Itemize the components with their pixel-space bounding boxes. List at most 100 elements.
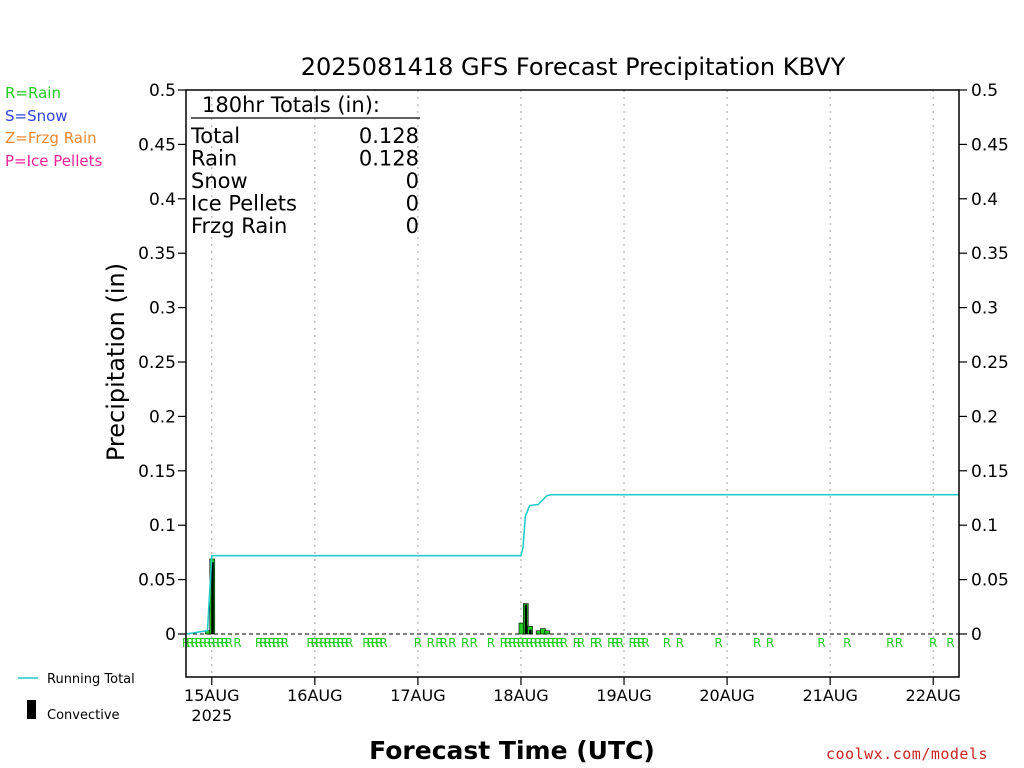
y-tick-label-left: 0.15: [138, 462, 176, 482]
x-tick-label: 20AUG: [699, 686, 754, 705]
ptype-marker: R: [676, 636, 684, 650]
ptype-marker: R: [616, 636, 624, 650]
y-tick-label-left: 0.5: [149, 81, 176, 101]
ptype-marker: R: [555, 636, 563, 650]
ptype-marker: R: [319, 636, 327, 650]
ptype-marker: R: [534, 636, 542, 650]
totals-row-label: Ice Pellets: [191, 192, 297, 216]
ptype-marker: R: [379, 636, 387, 650]
ptype-marker: R: [470, 636, 478, 650]
ptype-marker: R: [216, 636, 224, 650]
y-tick-label-left: 0.35: [138, 244, 176, 264]
totals-row-label: Total: [190, 124, 240, 148]
totals-row-value: 0.128: [359, 147, 419, 171]
ptype-marker: R: [220, 636, 228, 650]
ptype-marker: R: [208, 636, 216, 650]
ptype-marker: R: [259, 636, 267, 650]
ptype-marker: R: [375, 636, 383, 650]
ptype-marker: R: [513, 636, 521, 650]
y-tick-label-left: 0.2: [149, 407, 176, 427]
ptype-marker: R: [628, 636, 636, 650]
ptype-marker: R: [336, 636, 344, 650]
y-tick-label-right: 0.15: [971, 462, 1009, 482]
ptype-marker: R: [276, 636, 284, 650]
y-tick-label-right: 0.4: [971, 190, 998, 210]
ptype-marker: R: [203, 636, 211, 650]
ptype-marker: R: [263, 636, 271, 650]
ptype-marker: R: [186, 636, 194, 650]
x-tick-label: 16AUG: [287, 686, 342, 705]
ptype-marker: R: [817, 636, 825, 650]
ptype-marker: R: [439, 636, 447, 650]
y-tick-label-left: 0.3: [149, 299, 176, 319]
ptype-marker: R: [611, 636, 619, 650]
ptype-marker: R: [281, 636, 289, 650]
y-tick-label-left: 0.4: [149, 190, 176, 210]
convective-bar: [529, 629, 532, 634]
ptype-marker: R: [560, 636, 568, 650]
ptype-marker: R: [573, 636, 581, 650]
ptype-marker: R: [637, 636, 645, 650]
ptype-marker: R: [324, 636, 332, 650]
ptype-marker: R: [500, 636, 508, 650]
ptype-marker: R: [504, 636, 512, 650]
x-tick-label: 15AUG: [184, 686, 239, 705]
x-axis-label: Forecast Time (UTC): [369, 736, 655, 765]
ptype-marker: R: [633, 636, 641, 650]
ptype-marker: R: [341, 636, 349, 650]
ptype-marker: R: [530, 636, 538, 650]
x-tick-label: 22AUG: [906, 686, 961, 705]
totals-heading: 180hr Totals (in):: [202, 93, 380, 117]
y-axis-label: Precipitation (in): [102, 263, 130, 461]
ptype-marker: R: [895, 636, 903, 650]
y-tick-label-right: 0.35: [971, 244, 1009, 264]
ptype-marker: R: [487, 636, 495, 650]
ptype-marker: R: [663, 636, 671, 650]
legend-label: Convective: [47, 708, 120, 723]
ptype-marker: R: [517, 636, 525, 650]
convective-bar: [211, 562, 214, 634]
ptype-marker: R: [272, 636, 280, 650]
ptype-marker: R: [255, 636, 263, 650]
totals-row-value: 0: [406, 169, 419, 193]
chart-title: 2025081418 GFS Forecast Precipitation KB…: [301, 53, 846, 81]
ptype-marker: R: [590, 636, 598, 650]
totals-row-label: Snow: [191, 169, 248, 193]
ptype-marker: R: [371, 636, 379, 650]
ptype-marker: R: [641, 636, 649, 650]
ptype-marker: R: [199, 636, 207, 650]
y-tick-label-left: 0: [165, 625, 176, 645]
x-tick-label: 17AUG: [390, 686, 445, 705]
x-tick-sublabel: 2025: [191, 706, 232, 725]
ptype-marker: R: [525, 636, 533, 650]
plot-frame: [185, 89, 960, 678]
y-tick-label-right: 0.25: [971, 353, 1009, 373]
ptype-marker: R: [195, 636, 203, 650]
y-tick-label-right: 0.3: [971, 299, 998, 319]
totals-row-value: 0.128: [359, 124, 419, 148]
ptype-marker: R: [543, 636, 551, 650]
ptype-marker: R: [435, 636, 443, 650]
y-tick-label-right: 0.45: [971, 135, 1009, 155]
running-total-line: [185, 493, 959, 635]
totals-row-label: Rain: [191, 147, 237, 171]
ptype-marker: R: [551, 636, 559, 650]
legend-swatch-convective: [27, 700, 36, 719]
ptype-marker: R: [315, 636, 323, 650]
day-gridlines: [211, 90, 934, 677]
y-tick-label-left: 0.05: [138, 571, 176, 591]
precip-bars: [205, 558, 551, 635]
ptype-marker: R: [886, 636, 894, 650]
ptype-marker: R: [448, 636, 456, 650]
ptype-marker: R: [607, 636, 615, 650]
ptype-marker: R: [508, 636, 516, 650]
ptype-marker: R: [306, 636, 314, 650]
ptype-marker: R: [225, 636, 233, 650]
ptype-marker: R: [212, 636, 220, 650]
x-tick-label: 19AUG: [596, 686, 651, 705]
precip-bar: [544, 630, 551, 635]
legend-label: Running Total: [47, 672, 135, 687]
right-y-axis: 0 0.05 0.1 0.15 0.2 0.25 0.3 0.35 0.4 0.45 0.5: [959, 81, 1009, 645]
